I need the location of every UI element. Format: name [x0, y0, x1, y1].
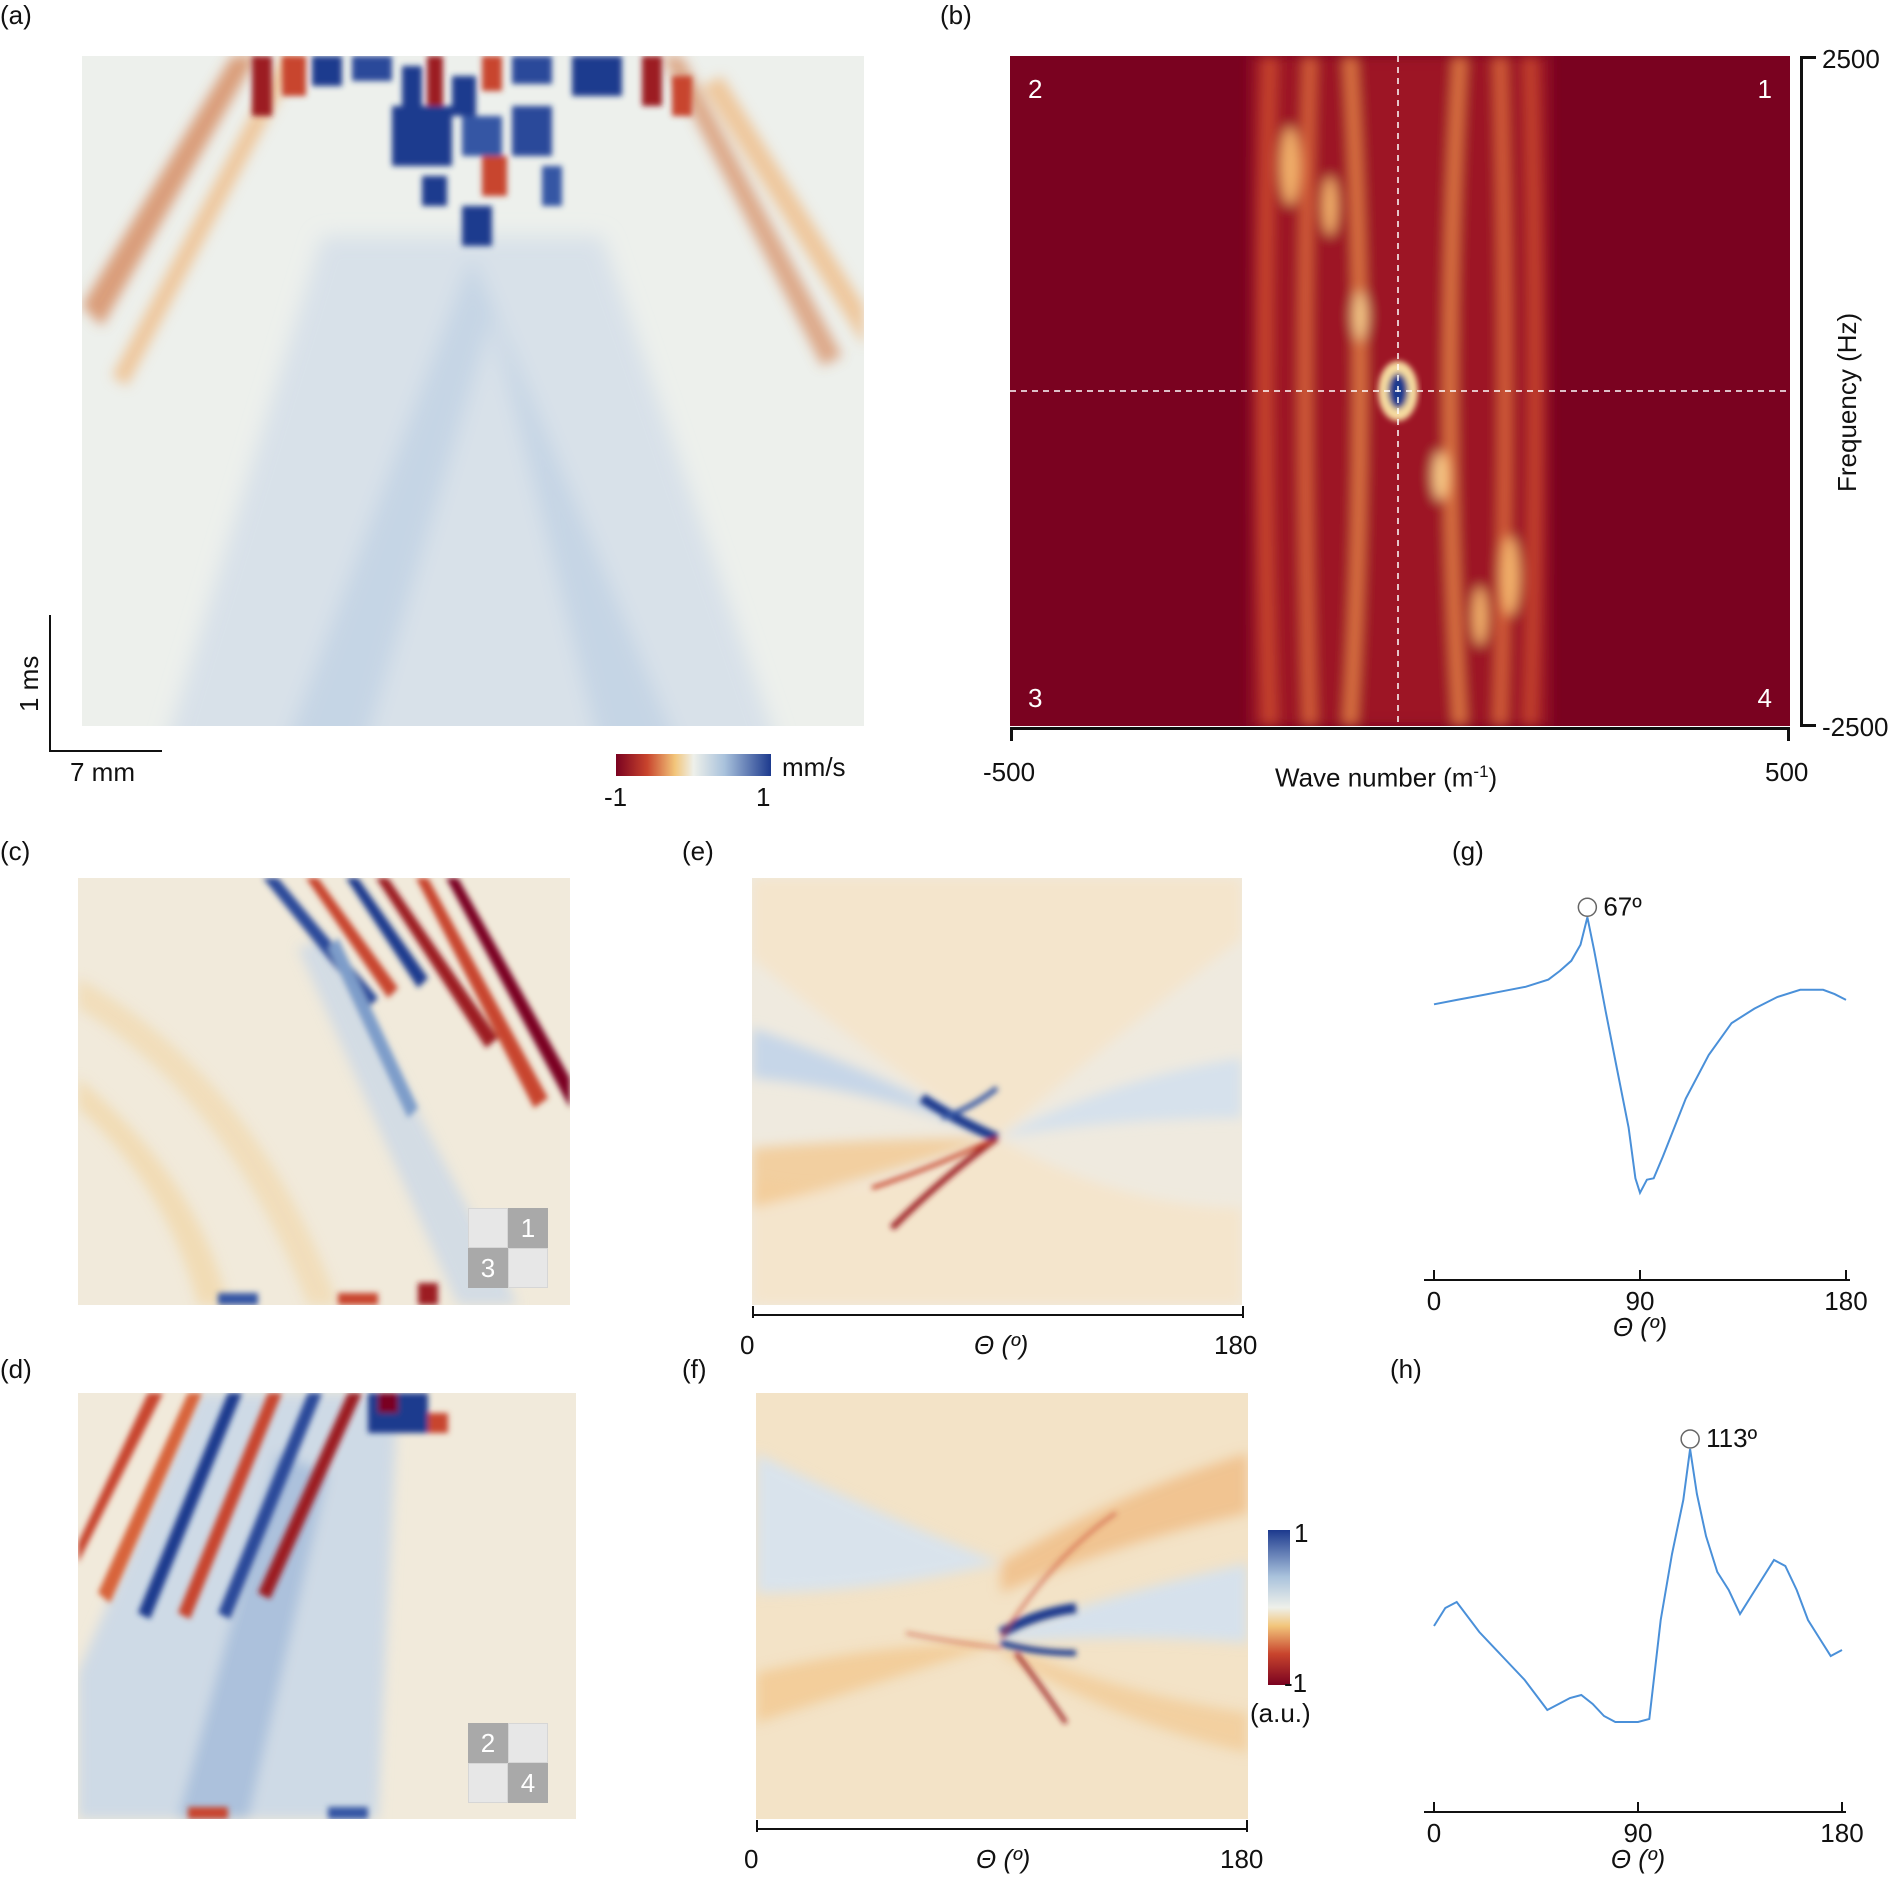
panel-a-heatmap — [82, 56, 864, 726]
quadrant-4-label: 4 — [1757, 683, 1772, 713]
panel-b-x-min: -500 — [983, 757, 1036, 787]
panel-b-y-min: -2500 — [1822, 712, 1889, 742]
colorbar-f-max: 1 — [1294, 1518, 1309, 1548]
panel-h-label: (h) — [1390, 1354, 1422, 1384]
colorbar-f-unit: (a.u.) — [1250, 1698, 1311, 1728]
panel-g-label: (g) — [1452, 836, 1484, 866]
panel-a-label: (a) — [0, 0, 32, 30]
panel-e-tick-right — [1242, 1306, 1244, 1318]
panel-b-x-max: 500 — [1765, 757, 1809, 787]
peak-label-h: 113º — [1706, 1423, 1757, 1453]
panel-f-xlabel: Θ (º) — [976, 1844, 1031, 1874]
panel-b-xlabel-end: ) — [1488, 762, 1498, 793]
panel-f-x-min: 0 — [744, 1844, 759, 1874]
colorbar-f — [1268, 1530, 1290, 1685]
panel-b-y-axis — [1800, 56, 1803, 727]
colorbar-a-min: -1 — [604, 782, 628, 812]
x-tick-label-g-2: 180 — [1824, 1286, 1867, 1316]
scale-bar-vertical — [49, 615, 51, 752]
panel-f-label: (f) — [682, 1354, 707, 1384]
colorbar-f-min: -1 — [1284, 1668, 1308, 1698]
panel-e-xlabel: Θ (º) — [974, 1330, 1029, 1360]
panel-c-inset-q3: 3 — [468, 1248, 508, 1288]
panel-f-x-max: 180 — [1220, 1844, 1264, 1874]
x-tick-label-g-0: 0 — [1427, 1286, 1441, 1316]
panel-c-label: (c) — [0, 836, 31, 866]
colorbar-a-max: 1 — [756, 782, 771, 812]
panel-e-tick-left — [752, 1306, 754, 1318]
panel-d-inset-q2: 2 — [468, 1723, 508, 1763]
panel-e-x-min: 0 — [740, 1330, 755, 1360]
peak-marker-g — [1577, 897, 1598, 917]
x-tick-label-h-0: 0 — [1427, 1818, 1441, 1848]
panel-d-heatmap: 2 4 — [78, 1393, 576, 1819]
x-tick-label-h-1: 90 — [1624, 1818, 1653, 1848]
panel-b-x-axis — [1010, 727, 1790, 730]
quadrant-1-label: 1 — [1757, 74, 1772, 104]
panel-f-map — [756, 1393, 1248, 1819]
scale-space-label: 7 mm — [70, 757, 135, 787]
x-tick-label-h-2: 180 — [1820, 1818, 1863, 1848]
panel-h-chart: 113º 0 90 180 Θ (º) — [1424, 1423, 1864, 1874]
x-tick-label-g-1: 90 — [1626, 1286, 1655, 1316]
panel-e-label: (e) — [682, 836, 714, 866]
panel-c-inset-q1: 1 — [508, 1208, 548, 1248]
panel-e-x-max: 180 — [1214, 1330, 1258, 1360]
panel-b-spectrum: 2 1 3 4 — [1010, 56, 1790, 726]
panel-b-x-tick-right — [1787, 727, 1790, 741]
panel-b-label: (b) — [940, 0, 972, 30]
panel-f-tick-left — [756, 1820, 758, 1832]
x-label-g: Θ (º) — [1613, 1312, 1667, 1342]
peak-marker-h — [1680, 1429, 1700, 1449]
scale-bar-horizontal — [49, 750, 162, 752]
quadrant-2-label: 2 — [1028, 74, 1043, 104]
x-label-h: Θ (º) — [1611, 1844, 1665, 1874]
series-line-g — [1433, 917, 1847, 1196]
panel-b-xlabel: Wave number (m-1) — [1275, 762, 1497, 794]
colorbar-a — [616, 754, 771, 776]
panel-d-label: (d) — [0, 1354, 32, 1384]
quadrant-3-label: 3 — [1028, 683, 1043, 713]
series-line-h — [1433, 1448, 1843, 1723]
panel-b-ylabel: Frequency (Hz) — [1832, 312, 1862, 492]
panel-f-tick-right — [1246, 1820, 1248, 1832]
panel-b-x-tick-left — [1010, 727, 1013, 741]
panel-d-quadrant-inset: 2 4 — [468, 1723, 548, 1803]
scale-time-label: 1 ms — [14, 655, 44, 712]
panel-d-inset-q4: 4 — [508, 1763, 548, 1803]
panel-e-map — [752, 878, 1242, 1305]
peak-label-g: 67º — [1603, 891, 1642, 921]
panel-b-y-tick-bottom — [1800, 724, 1816, 727]
panel-b-y-tick-top — [1800, 56, 1816, 59]
panel-g-chart: 67º 0 90 180 Θ (º) — [1424, 891, 1868, 1342]
panel-f-x-axis — [756, 1828, 1248, 1830]
panel-c-heatmap: 1 3 — [78, 878, 570, 1305]
panel-c-quadrant-inset: 1 3 — [468, 1208, 548, 1288]
panel-b-xlabel-sup: -1 — [1473, 762, 1489, 781]
panel-b-xlabel-text: Wave number (m — [1275, 762, 1474, 793]
colorbar-a-unit: mm/s — [782, 752, 846, 782]
panel-b-y-max: 2500 — [1822, 44, 1880, 74]
panel-e-x-axis — [752, 1314, 1244, 1316]
